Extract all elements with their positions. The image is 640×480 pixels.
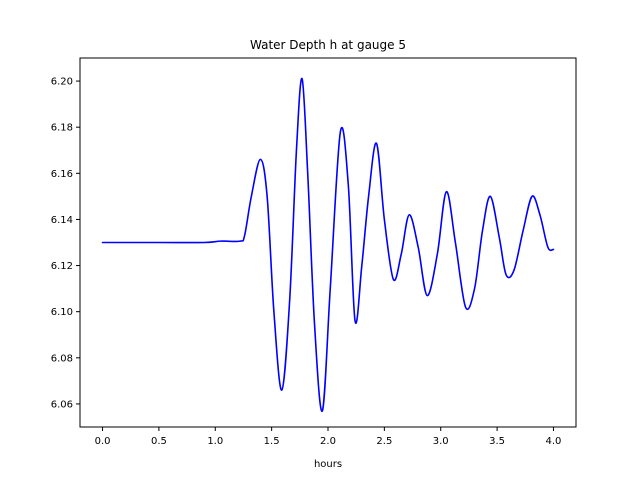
x-tick-label: 2.0 <box>320 436 336 447</box>
x-tick-label: 1.0 <box>207 436 223 447</box>
plot-area <box>79 57 577 428</box>
y-tick-label: 6.10 <box>51 307 73 318</box>
y-tick-label: 6.16 <box>51 169 73 180</box>
x-tick-label: 3.0 <box>433 436 449 447</box>
x-tick-label: 0.5 <box>151 436 167 447</box>
x-tick-label: 0.0 <box>95 436 111 447</box>
x-tick-label: 1.5 <box>264 436 280 447</box>
series-layer <box>101 77 555 412</box>
x-tick-label: 4.0 <box>546 436 562 447</box>
y-tick-label: 6.08 <box>51 353 73 364</box>
x-axis: 0.0 0.5 1.0 1.5 2.0 2.5 3.0 3.5 4.0 <box>95 427 562 447</box>
y-tick-label: 6.06 <box>51 399 73 410</box>
x-axis-label: hours <box>314 459 342 470</box>
y-tick-label: 6.14 <box>51 215 73 226</box>
water-depth-line <box>101 77 555 412</box>
y-axis: 6.06 6.08 6.10 6.12 6.14 6.16 6.18 6.20 <box>51 77 80 410</box>
y-tick-label: 6.12 <box>51 261 73 272</box>
x-tick-label: 3.5 <box>489 436 505 447</box>
y-tick-label: 6.18 <box>51 123 73 134</box>
chart-title: Water Depth h at gauge 5 <box>250 38 406 52</box>
x-tick-label: 2.5 <box>376 436 392 447</box>
y-tick-label: 6.20 <box>51 77 73 88</box>
